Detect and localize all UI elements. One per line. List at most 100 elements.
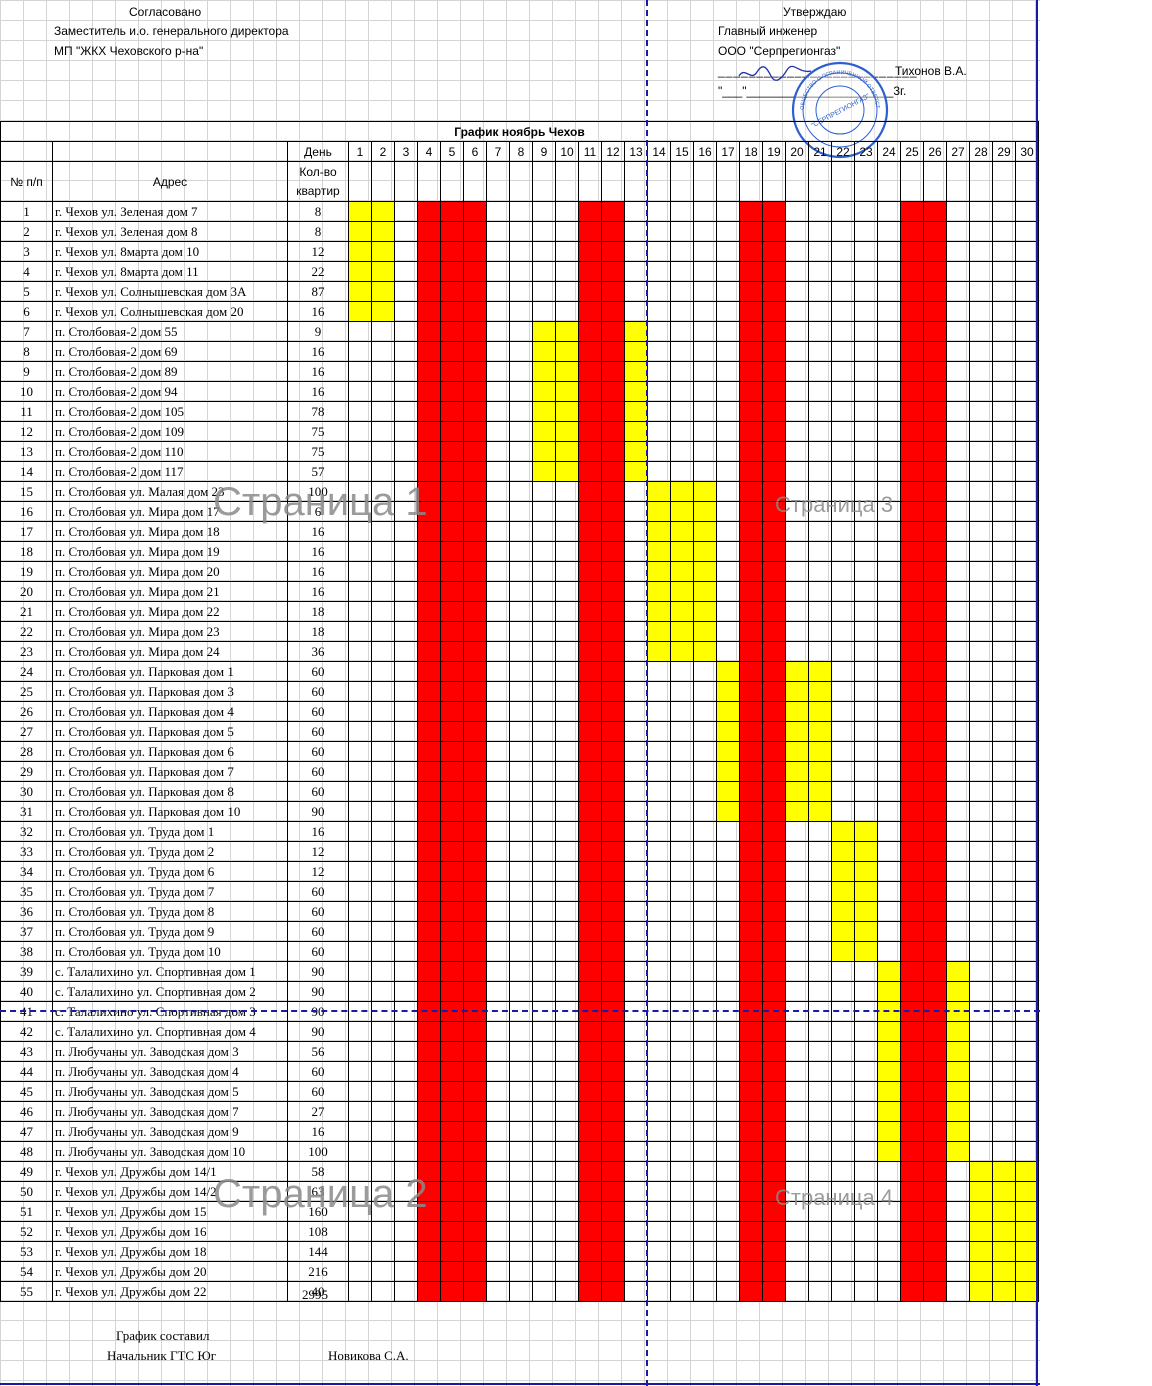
day-cell-weekend [601,481,625,502]
day-cell-weekend [417,621,441,642]
day-cell [371,741,395,762]
day-cell [670,1261,694,1282]
day-cell-weekend [463,381,487,402]
day-cell [969,861,993,882]
row-address: п. Столбовая ул. Труда дом 9 [52,921,288,942]
blank-cell [486,161,510,202]
day-cell-weekend [900,861,924,882]
row-address: п. Столбовая ул. Парковая дом 3 [52,681,288,702]
day-cell-weekend [762,801,786,822]
day-cell [992,361,1016,382]
day-cell [946,201,970,222]
day-cell [877,1261,901,1282]
day-cell [877,921,901,942]
day-number: 24 [877,141,901,162]
day-cell-scheduled [555,461,579,482]
day-cell-weekend [578,601,602,622]
row-apartments: 36 [287,641,349,662]
table-row: 32 п. Столбовая ул. Труда дом 1 16 [0,821,1039,842]
day-cell [969,661,993,682]
row-number: 13 [0,441,53,462]
day-cell-scheduled [624,381,648,402]
day-cell [394,241,418,262]
table-row: 33 п. Столбовая ул. Труда дом 2 12 [0,841,1039,862]
day-cell-weekend [463,401,487,422]
day-cell [670,241,694,262]
day-cell [969,901,993,922]
compiler-position: Начальник ГТС Юг [107,1348,217,1363]
day-cell [854,701,878,722]
day-cell [624,961,648,982]
day-cell [693,681,717,702]
day-number: 4 [417,141,441,162]
table-row: 5 г. Чехов ул. Солнышевская дом 3А 87 [0,281,1039,302]
day-cell-weekend [463,961,487,982]
day-cell-weekend [739,741,763,762]
day-cell-weekend [463,761,487,782]
day-cell [624,821,648,842]
day-cell-scheduled [854,841,878,862]
day-cell [486,481,510,502]
day-cell [624,841,648,862]
day-cell [555,1221,579,1242]
day-cell-weekend [739,281,763,302]
day-cell-weekend [578,941,602,962]
day-cell-weekend [923,221,947,242]
table-row: 26 п. Столбовая ул. Парковая дом 4 60 [0,701,1039,722]
day-cell [486,801,510,822]
day-cell [877,201,901,222]
day-cell [532,1041,556,1062]
blank-cell [0,141,53,162]
day-cell-weekend [601,301,625,322]
day-cell [486,1161,510,1182]
row-apartments: 58 [287,1161,349,1182]
day-cell [509,1241,533,1262]
day-cell [992,781,1016,802]
day-cell [624,921,648,942]
row-address: г. Чехов ул. Дружбы дом 20 [52,1261,288,1282]
day-cell [831,641,855,662]
day-cell-weekend [900,1281,924,1302]
day-cell [624,1041,648,1062]
day-cell-weekend [578,541,602,562]
day-cell-weekend [762,241,786,262]
day-cell [808,961,832,982]
day-cell [348,981,372,1002]
row-apartments: 16 [287,541,349,562]
day-cell-weekend [900,501,924,522]
day-cell [854,781,878,802]
day-cell [785,361,809,382]
day-cell-weekend [601,721,625,742]
day-cell [992,321,1016,342]
day-cell [808,321,832,342]
day-cell-weekend [739,1041,763,1062]
day-cell-weekend [601,641,625,662]
signature-line: __________________________ [718,61,918,81]
day-header-row: День 1 2 3 4 5 6 7 8 9 10 11 12 13 14 15 16 17 18 19 20 21 22 2… [0,141,1039,162]
day-cell [992,501,1016,522]
day-cell [486,281,510,302]
day-cell-weekend [440,1161,464,1182]
day-cell [693,421,717,442]
day-cell-weekend [739,1201,763,1222]
day-cell-weekend [440,841,464,862]
day-cell-scheduled [371,301,395,322]
day-cell [394,921,418,942]
day-cell [785,921,809,942]
blank-cell [831,161,855,202]
quantity-header-line2: квартир [296,183,340,198]
day-cell-scheduled [969,1261,993,1282]
day-cell [785,1241,809,1262]
day-cell [946,401,970,422]
day-cell-weekend [440,921,464,942]
day-cell [555,241,579,262]
day-cell [348,421,372,442]
day-cell-weekend [900,201,924,222]
day-cell-scheduled [693,601,717,622]
day-cell-weekend [463,201,487,222]
day-cell [371,421,395,442]
day-cell-weekend [417,1041,441,1062]
day-cell-weekend [440,1141,464,1162]
day-cell-scheduled [716,801,740,822]
row-number: 29 [0,761,53,782]
